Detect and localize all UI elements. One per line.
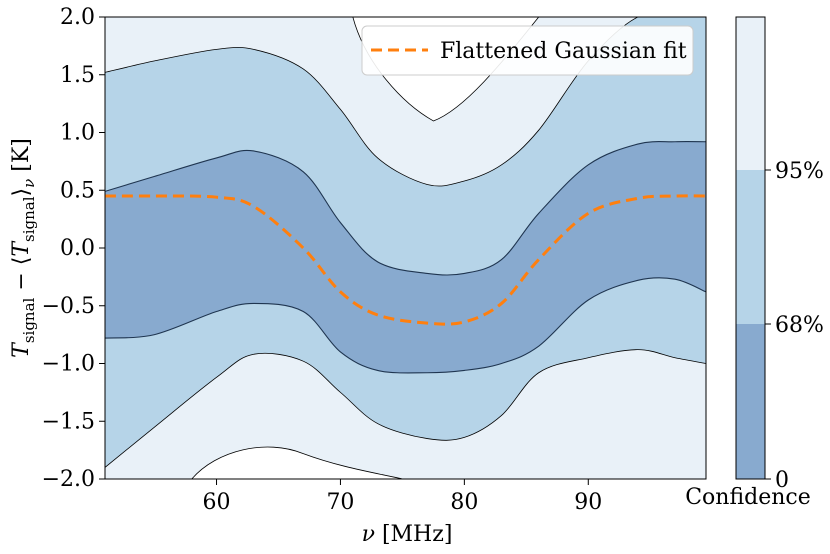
axis-labels: ν [MHz] Tsignal − ⟨Tsignal⟩ν [K] xyxy=(9,138,452,547)
legend-box xyxy=(361,25,694,76)
colorbar-segment-2 xyxy=(736,17,765,170)
colorbar-segment-1 xyxy=(736,170,765,324)
contour-68-lower xyxy=(105,277,706,374)
y-tick-label: 1.5 xyxy=(60,63,95,88)
plot-area xyxy=(105,17,706,479)
colorbar-tick-label: 68% xyxy=(775,313,824,338)
y-tick-label: −0.5 xyxy=(42,294,95,319)
colorbar-tick-label: 95% xyxy=(775,159,824,184)
axes: 60 70 80 90 −2.0 −1.5 −1.0 −0.5 0.0 0.5 1.0 1.5 2.0 xyxy=(42,5,707,515)
legend: Flattened Gaussian fit xyxy=(361,25,694,76)
x-axis-label: ν [MHz] xyxy=(362,522,453,547)
colorbar-tick-label: 0 xyxy=(775,468,789,493)
y-axis-label: Tsignal − ⟨Tsignal⟩ν [K] xyxy=(9,138,38,358)
colorbar: 0 68% 95% Confidence xyxy=(685,16,824,510)
band-68 xyxy=(105,141,706,373)
legend-fit-label: Flattened Gaussian fit xyxy=(440,39,687,64)
colorbar-frame xyxy=(735,16,766,480)
contour-95-lower xyxy=(105,349,706,468)
bottom-white-region xyxy=(191,446,403,479)
y-tick-label: 1.0 xyxy=(60,121,95,146)
x-tick-label: 90 xyxy=(574,490,602,515)
x-tick-label: 60 xyxy=(203,490,231,515)
contour-68-upper xyxy=(105,141,706,276)
y-tick-label: 2.0 xyxy=(60,5,95,30)
x-tick-label: 80 xyxy=(450,490,478,515)
y-tick-label: −1.5 xyxy=(42,409,95,434)
colorbar-label: Confidence xyxy=(685,485,811,510)
y-tick-label: −1.0 xyxy=(42,352,95,377)
fit-line xyxy=(105,194,706,326)
y-tick-label: −2.0 xyxy=(42,467,95,492)
band-95 xyxy=(105,17,706,468)
y-tick-label: 0.5 xyxy=(60,178,95,203)
y-tick-label: 0.0 xyxy=(60,236,95,261)
colorbar-segment-0 xyxy=(736,324,765,479)
x-tick-label: 70 xyxy=(326,490,354,515)
